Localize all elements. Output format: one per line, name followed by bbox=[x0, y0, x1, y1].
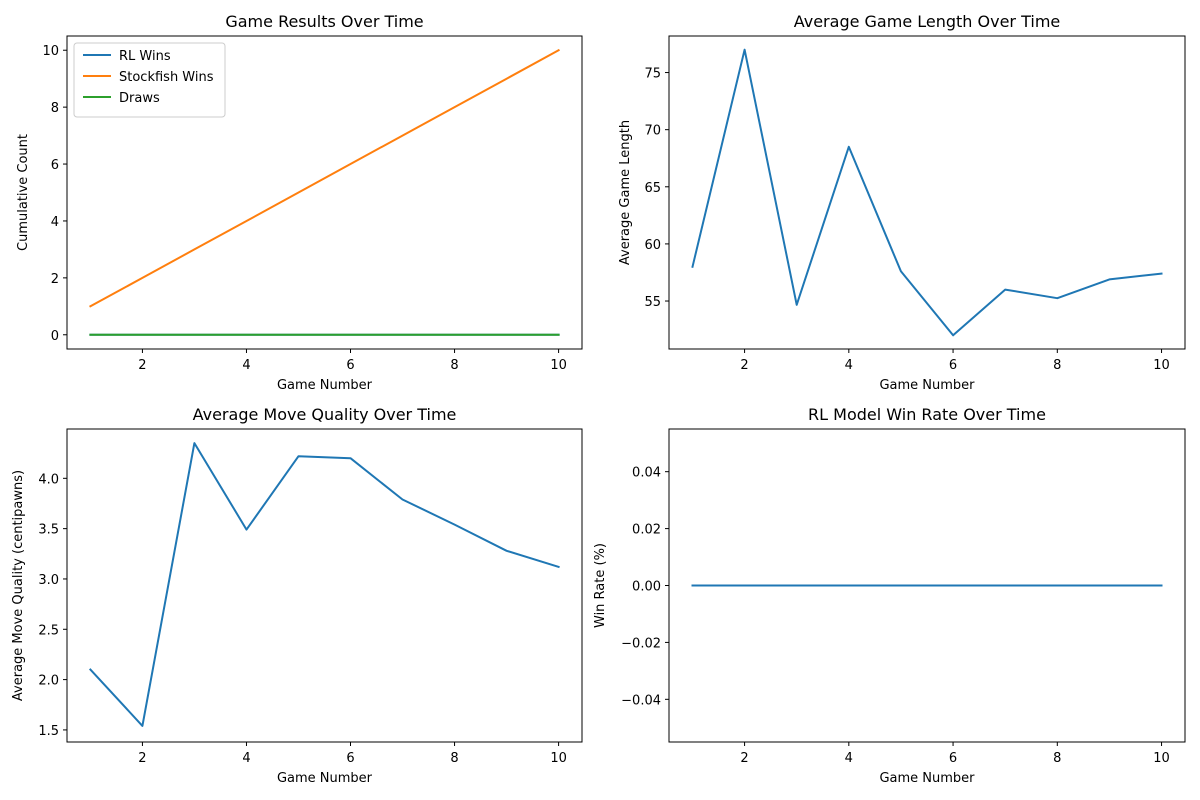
x-tick-label: 10 bbox=[1153, 358, 1170, 373]
y-tick-label: 0.00 bbox=[632, 580, 661, 595]
y-axis-label: Average Move Quality (centipawns) bbox=[11, 470, 26, 701]
x-tick-label: 6 bbox=[346, 751, 354, 766]
x-tick-label: 2 bbox=[138, 358, 146, 373]
x-tick-label: 6 bbox=[346, 358, 354, 373]
series-line-series-1 bbox=[88, 442, 560, 727]
axes-frame bbox=[66, 428, 583, 743]
x-tick-label: 4 bbox=[242, 358, 250, 373]
axes-frame bbox=[66, 35, 583, 350]
y-axis-label: Average Game Length bbox=[618, 120, 633, 265]
x-tick-label: 2 bbox=[138, 751, 146, 766]
x-tick-label: 6 bbox=[949, 358, 957, 373]
x-tick-label: 8 bbox=[450, 751, 458, 766]
x-tick-label: 10 bbox=[550, 358, 567, 373]
x-tick-label: 8 bbox=[1053, 751, 1061, 766]
y-tick-label: 2 bbox=[51, 272, 59, 287]
x-tick-label: 4 bbox=[845, 358, 853, 373]
x-tick-label: 2 bbox=[740, 751, 748, 766]
y-tick-label: 0 bbox=[51, 329, 59, 344]
chart-title: Average Move Quality Over Time bbox=[193, 405, 457, 424]
x-tick-label: 4 bbox=[242, 751, 250, 766]
y-tick-label: 2.5 bbox=[38, 623, 59, 638]
y-tick-label: 4 bbox=[51, 215, 59, 230]
y-tick-label: 70 bbox=[644, 124, 661, 139]
y-tick-label: 3.0 bbox=[38, 573, 59, 588]
y-axis-label: Cumulative Count bbox=[16, 134, 31, 251]
chart-average-game-length: 2 4 6 8 10 55 60 65 70 75 Average Game Length Over… bbox=[618, 12, 1186, 393]
x-tick-label: 8 bbox=[1053, 358, 1061, 373]
y-tick-label: 65 bbox=[644, 181, 661, 196]
chart-rl-model-win-rate: 2 4 6 8 10 −0.04 −0.02 0.00 0.02 0.04 RL Model Win… bbox=[593, 405, 1186, 786]
y-tick-label: 2.0 bbox=[38, 674, 59, 689]
series-line-series-1 bbox=[691, 48, 1163, 337]
y-tick-label: 10 bbox=[42, 44, 59, 59]
x-tick-label: 10 bbox=[550, 751, 567, 766]
y-tick-label: 0.04 bbox=[632, 466, 661, 481]
y-tick-label: 6 bbox=[51, 158, 59, 173]
x-tick-label: 2 bbox=[740, 358, 748, 373]
y-tick-label: 75 bbox=[644, 67, 661, 82]
chart-title: Average Game Length Over Time bbox=[794, 12, 1061, 31]
x-axis-label: Game Number bbox=[879, 771, 975, 786]
y-tick-label: 0.02 bbox=[632, 523, 661, 538]
y-tick-label: 3.5 bbox=[38, 523, 59, 538]
series-line-stockfish-wins bbox=[89, 48, 560, 308]
legend-label: Stockfish Wins bbox=[119, 70, 214, 85]
y-tick-label: −0.04 bbox=[621, 693, 661, 708]
chart-title: Game Results Over Time bbox=[225, 12, 423, 31]
chart-average-move-quality: 2 4 6 8 10 1.5 2.0 2.5 3.0 3.5 4.0 Average Move Qua… bbox=[11, 405, 583, 786]
legend: RL Wins Stockfish Wins Draws bbox=[73, 42, 226, 118]
y-tick-label: 1.5 bbox=[38, 724, 59, 739]
x-axis-label: Game Number bbox=[879, 378, 975, 393]
x-tick-label: 10 bbox=[1153, 751, 1170, 766]
y-tick-label: 4.0 bbox=[38, 472, 59, 487]
legend-label: Draws bbox=[119, 91, 160, 106]
axes-frame bbox=[668, 35, 1186, 350]
x-tick-label: 6 bbox=[949, 751, 957, 766]
chart-game-results: 2 4 6 8 10 0 2 4 6 8 10 Game Results Over Time Game … bbox=[16, 12, 583, 393]
y-tick-label: 8 bbox=[51, 101, 59, 116]
x-tick-label: 4 bbox=[845, 751, 853, 766]
x-axis-label: Game Number bbox=[277, 378, 373, 393]
legend-label: RL Wins bbox=[119, 49, 171, 64]
y-axis-label: Win Rate (%) bbox=[593, 543, 608, 628]
y-tick-label: 55 bbox=[644, 295, 661, 310]
chart-title: RL Model Win Rate Over Time bbox=[808, 405, 1046, 424]
y-tick-label: −0.02 bbox=[621, 636, 661, 651]
x-axis-label: Game Number bbox=[277, 771, 373, 786]
x-tick-label: 8 bbox=[450, 358, 458, 373]
legend-box bbox=[73, 42, 226, 118]
y-tick-label: 60 bbox=[644, 238, 661, 253]
